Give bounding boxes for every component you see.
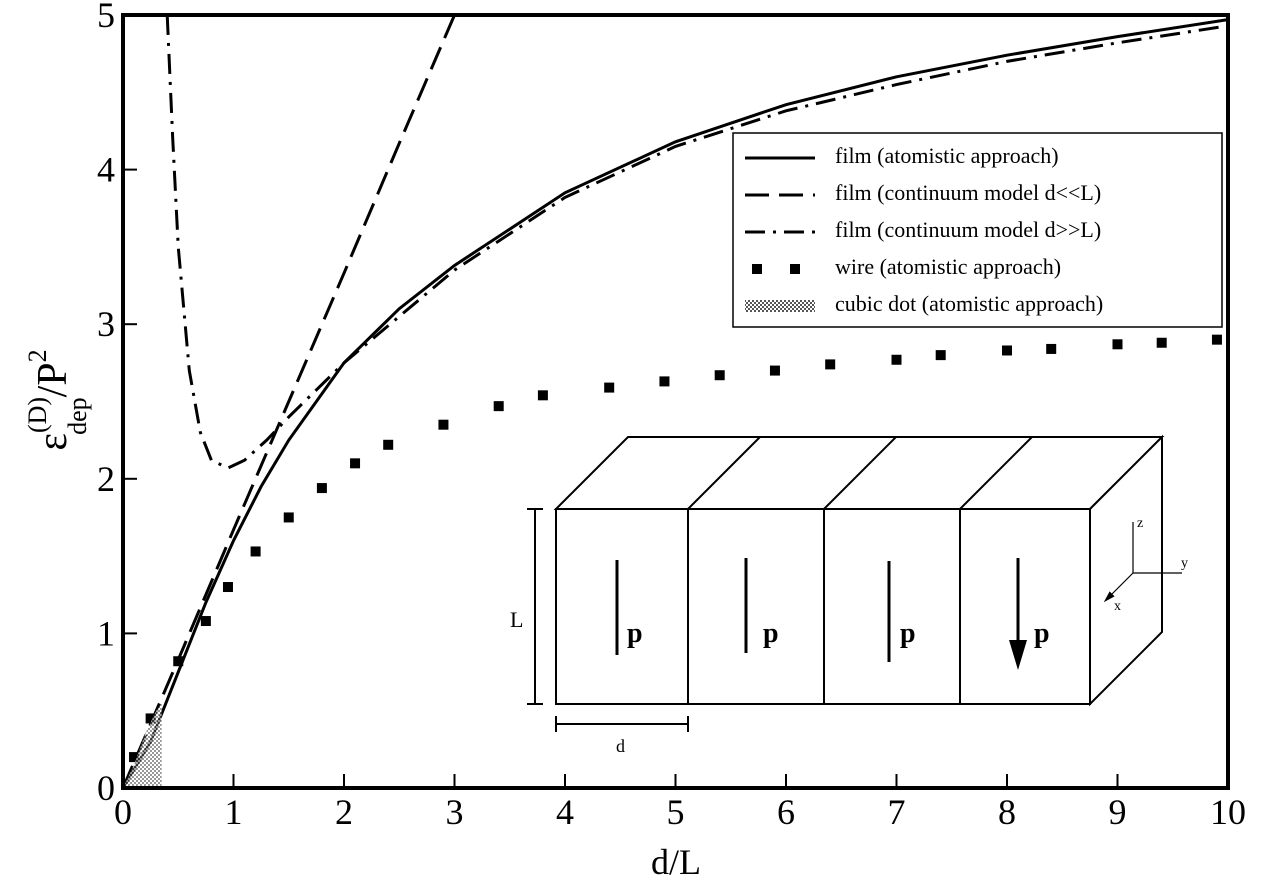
wire-point [129,752,140,763]
wire-point [1211,334,1222,345]
x-tick-label: 2 [335,792,353,832]
wire-point [173,656,184,667]
y-tick-label: 1 [97,613,115,653]
x-tick-label: 7 [888,792,906,832]
y-label-part: ε [30,433,76,451]
inset-label: L [510,607,523,632]
wire-point [1046,343,1057,354]
axes-triad [1108,522,1182,598]
wire-point [537,390,548,401]
axes: 0 1 2 3 4 5 6 7 8 9 10 0 1 2 3 4 5 [97,0,1246,832]
inset-label: d [616,736,625,756]
inset-label: y [1181,556,1188,571]
wire-point [1112,339,1123,350]
wire-point [493,401,504,412]
legend-box [732,132,1223,328]
inset-label: p [1034,618,1050,649]
wire-point [350,458,361,469]
inset-label: p [763,618,779,649]
inset-label: x [1114,599,1121,614]
legend-label: film (atomistic approach) [835,143,1059,168]
x-tick-label: 1 [225,792,243,832]
wire-point [1156,337,1167,348]
side-face [1089,434,1163,707]
y-label-part: /P [30,362,76,397]
inset-label: p [627,618,643,649]
domain-walls [687,436,1033,704]
y-label-part: 2 [23,349,52,362]
wire-point [222,582,233,593]
legend-label: cubic dot (atomistic approach) [835,291,1103,316]
legend-swatch [752,264,762,274]
wire-point [769,365,780,376]
y-tick-label: 4 [97,150,115,190]
wire-point [383,439,394,450]
inset-labels: L d p p p p z y x [510,516,1188,756]
legend-label: film (continuum model d>>L) [835,217,1101,242]
wire-point [250,546,261,557]
x-tick-label: 5 [667,792,685,832]
x-tick-label: 10 [1210,792,1246,832]
legend-label: film (continuum model d<<L) [835,180,1101,205]
series-line [165,15,1228,470]
wire-point [283,512,294,523]
legend-swatch [745,300,815,312]
y-tick-label: 3 [97,304,115,344]
dimension-brackets [527,508,689,732]
x-tick-label: 9 [1109,792,1127,832]
wire-point [935,350,946,361]
wire-point [604,382,615,393]
y-tick-label: 0 [97,768,115,808]
wire-point [891,354,902,365]
x-axis-label: d/L [651,842,701,882]
wire-point [659,376,670,387]
dot-area [123,702,162,788]
inset-label: p [900,618,916,649]
series-line [123,18,1228,788]
y-tick-label: 5 [97,0,115,35]
y-axis-label: ε(D) dep/P2 [23,349,92,450]
wire-point [1002,345,1012,356]
x-tick-label: 3 [446,792,464,832]
wire-point [714,370,725,381]
polarization-arrows [615,558,1018,662]
inset-diagram [527,434,1182,732]
legend: film (atomistic approach) film (continuum… [732,132,1223,328]
y-label-part: dep [63,397,92,435]
y-label-part: (D) [23,397,52,433]
legend-label: wire (atomistic approach) [835,254,1061,279]
y-tick-label: 2 [97,459,115,499]
wire-point [145,713,156,724]
x-tick-label: 0 [114,792,132,832]
wire-point [438,419,449,430]
x-tick-label: 4 [556,792,574,832]
series-line [123,15,456,788]
x-tick-label: 8 [998,792,1016,832]
wire-point [200,616,211,627]
inset-label: z [1137,516,1143,531]
wire-point [825,359,836,370]
plot-area [123,15,1228,788]
legend-swatch [790,264,800,274]
x-tick-label: 6 [777,792,795,832]
wire-point [316,483,327,494]
